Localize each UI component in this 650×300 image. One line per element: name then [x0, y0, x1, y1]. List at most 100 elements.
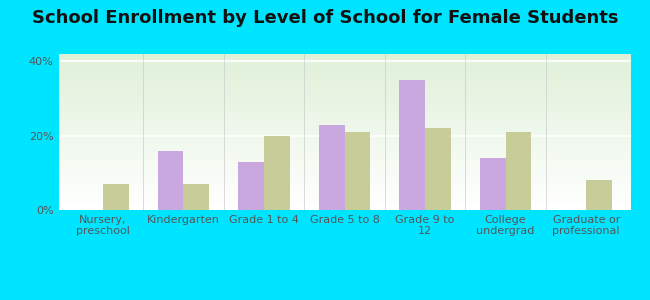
Bar — [58, 123, 630, 124]
Bar — [318, 124, 344, 210]
Bar — [58, 71, 630, 72]
Bar — [58, 176, 630, 177]
Bar — [58, 141, 630, 142]
Bar — [58, 58, 630, 59]
Bar — [58, 178, 630, 179]
Bar — [58, 135, 630, 136]
Bar — [58, 185, 630, 186]
Bar — [58, 113, 630, 114]
Bar — [58, 97, 630, 98]
Bar — [58, 98, 630, 99]
Bar — [58, 164, 630, 165]
Bar — [58, 95, 630, 96]
Bar — [58, 85, 630, 86]
Bar — [58, 191, 630, 192]
Bar — [58, 200, 630, 201]
Bar — [58, 105, 630, 106]
Bar — [58, 193, 630, 194]
Bar — [58, 136, 630, 137]
Bar — [58, 127, 630, 128]
Bar — [58, 69, 630, 70]
Bar — [58, 187, 630, 188]
Bar — [58, 92, 630, 93]
Bar — [58, 169, 630, 170]
Bar — [58, 63, 630, 64]
Bar — [58, 64, 630, 65]
Bar — [58, 87, 630, 88]
Bar — [58, 82, 630, 83]
Bar — [58, 62, 630, 63]
Bar — [58, 172, 630, 173]
Bar — [58, 103, 630, 104]
Bar — [58, 138, 630, 139]
Bar — [58, 110, 630, 111]
Bar — [58, 107, 630, 108]
Bar — [58, 132, 630, 133]
Bar — [58, 179, 630, 180]
Bar — [344, 132, 370, 210]
Bar — [58, 77, 630, 78]
Bar — [58, 119, 630, 120]
Bar — [58, 183, 630, 184]
Bar — [58, 121, 630, 122]
Bar — [58, 147, 630, 148]
Bar — [58, 67, 630, 68]
Bar — [58, 205, 630, 206]
Bar — [58, 81, 630, 82]
Bar — [58, 133, 630, 134]
Bar — [58, 70, 630, 71]
Bar — [58, 108, 630, 109]
Bar — [58, 165, 630, 166]
Bar — [58, 208, 630, 209]
Bar — [58, 86, 630, 87]
Bar — [58, 163, 630, 164]
Bar — [58, 75, 630, 76]
Bar — [58, 143, 630, 144]
Bar — [58, 197, 630, 198]
Bar — [58, 65, 630, 66]
Bar — [58, 134, 630, 135]
Bar — [58, 194, 630, 195]
Bar — [58, 93, 630, 94]
Bar — [58, 116, 630, 117]
Bar — [58, 160, 630, 161]
Bar — [58, 99, 630, 100]
Bar — [58, 72, 630, 73]
Bar — [58, 150, 630, 151]
Bar — [58, 182, 630, 183]
Bar — [58, 129, 630, 130]
Bar — [58, 171, 630, 172]
Bar — [264, 136, 290, 210]
Bar — [58, 140, 630, 141]
Bar — [58, 173, 630, 174]
Bar — [58, 91, 630, 92]
Bar — [58, 184, 630, 185]
Bar — [58, 112, 630, 113]
Bar — [58, 157, 630, 158]
Bar — [58, 148, 630, 149]
Bar — [58, 206, 630, 207]
Bar — [58, 202, 630, 203]
Bar — [58, 188, 630, 189]
Bar — [586, 180, 612, 210]
Bar — [58, 144, 630, 145]
Bar — [58, 94, 630, 95]
Bar — [58, 192, 630, 193]
Bar — [58, 106, 630, 107]
Text: School Enrollment by Level of School for Female Students: School Enrollment by Level of School for… — [32, 9, 618, 27]
Bar — [58, 111, 630, 112]
Bar — [58, 73, 630, 74]
Bar — [58, 159, 630, 160]
Bar — [58, 68, 630, 69]
Bar — [238, 162, 264, 210]
Bar — [58, 174, 630, 175]
Bar — [58, 207, 630, 208]
Bar — [58, 115, 630, 116]
Bar — [58, 100, 630, 101]
Bar — [58, 149, 630, 150]
Bar — [425, 128, 451, 210]
Bar — [58, 120, 630, 121]
Bar — [58, 190, 630, 191]
Bar — [58, 84, 630, 85]
Bar — [58, 175, 630, 176]
